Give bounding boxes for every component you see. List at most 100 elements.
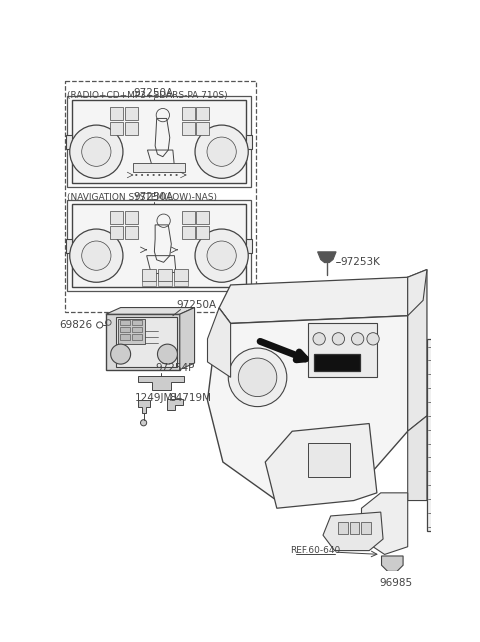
Polygon shape <box>408 270 427 316</box>
Bar <box>65 81 256 312</box>
Bar <box>196 107 209 120</box>
Text: (RADIO+CD+MP3+SDARS-PA 710S): (RADIO+CD+MP3+SDARS-PA 710S) <box>67 91 228 100</box>
Bar <box>338 522 348 534</box>
Text: 97253K: 97253K <box>341 257 381 267</box>
Circle shape <box>207 241 236 270</box>
Circle shape <box>228 348 287 406</box>
Circle shape <box>238 358 277 397</box>
Circle shape <box>351 333 364 345</box>
Bar <box>181 121 195 135</box>
Bar <box>125 107 138 120</box>
Bar <box>120 334 130 340</box>
Text: 96985: 96985 <box>380 578 413 587</box>
Text: 97250A: 97250A <box>133 192 174 202</box>
Bar <box>133 162 185 173</box>
Bar <box>132 327 142 333</box>
Text: 84719M: 84719M <box>169 393 211 403</box>
Polygon shape <box>219 277 423 324</box>
Polygon shape <box>106 308 194 314</box>
Bar <box>308 443 350 478</box>
Polygon shape <box>382 556 403 571</box>
Bar <box>132 320 142 325</box>
Circle shape <box>82 137 111 166</box>
Bar <box>196 211 209 224</box>
Bar <box>110 225 123 239</box>
Bar <box>314 354 360 371</box>
Bar <box>67 96 251 187</box>
Polygon shape <box>168 399 183 410</box>
Polygon shape <box>180 308 194 370</box>
Bar <box>125 211 138 224</box>
Polygon shape <box>207 308 230 377</box>
Bar <box>181 107 195 120</box>
Circle shape <box>157 344 178 364</box>
Bar <box>350 522 359 534</box>
Text: REF.60-640: REF.60-640 <box>290 546 340 555</box>
Polygon shape <box>408 270 427 431</box>
Circle shape <box>332 333 345 345</box>
Polygon shape <box>138 376 184 390</box>
Circle shape <box>170 174 171 176</box>
Circle shape <box>164 174 166 176</box>
Polygon shape <box>265 424 377 508</box>
Text: (NAVIGATION SYSTEM(LOW)-NAS): (NAVIGATION SYSTEM(LOW)-NAS) <box>67 193 217 202</box>
Bar <box>125 225 138 239</box>
Text: 97254P: 97254P <box>156 363 195 374</box>
Polygon shape <box>408 416 427 501</box>
Bar <box>427 339 448 532</box>
Circle shape <box>195 229 248 282</box>
Text: 69826: 69826 <box>59 320 92 330</box>
Circle shape <box>82 241 111 270</box>
Bar <box>66 135 72 149</box>
Bar <box>158 269 172 281</box>
Polygon shape <box>323 512 383 551</box>
Circle shape <box>367 333 379 345</box>
Bar <box>110 211 123 224</box>
Bar <box>246 239 252 252</box>
Circle shape <box>147 174 149 176</box>
Bar <box>66 239 72 252</box>
Bar <box>120 327 130 333</box>
Circle shape <box>158 174 160 176</box>
Circle shape <box>153 174 155 176</box>
Bar <box>181 225 195 239</box>
Circle shape <box>70 229 123 282</box>
Bar <box>142 281 156 286</box>
Circle shape <box>111 344 131 364</box>
Polygon shape <box>207 308 408 501</box>
Bar <box>174 269 188 281</box>
Circle shape <box>141 174 143 176</box>
Text: 97250A: 97250A <box>176 300 216 309</box>
Bar <box>67 200 251 291</box>
Bar <box>72 204 246 287</box>
Bar <box>72 100 246 184</box>
Bar <box>142 269 156 281</box>
Bar <box>158 281 172 286</box>
Text: 1249JM: 1249JM <box>134 393 173 403</box>
Bar <box>106 314 180 370</box>
Bar <box>174 281 188 286</box>
Bar <box>196 121 209 135</box>
Bar <box>116 317 177 367</box>
Circle shape <box>207 137 236 166</box>
Circle shape <box>135 174 137 176</box>
Bar <box>120 320 130 325</box>
Polygon shape <box>318 252 336 263</box>
Bar <box>181 211 195 224</box>
Bar <box>361 522 371 534</box>
Circle shape <box>313 333 325 345</box>
Circle shape <box>176 174 177 176</box>
Circle shape <box>195 125 248 178</box>
Bar <box>246 135 252 149</box>
Circle shape <box>141 420 147 426</box>
Bar <box>110 107 123 120</box>
Bar <box>125 121 138 135</box>
Bar <box>110 121 123 135</box>
Bar <box>118 318 145 343</box>
Text: 97250A: 97250A <box>133 88 174 98</box>
Bar <box>308 324 377 377</box>
Bar <box>132 334 142 340</box>
Polygon shape <box>361 493 408 555</box>
Bar <box>196 225 209 239</box>
Polygon shape <box>138 401 150 413</box>
